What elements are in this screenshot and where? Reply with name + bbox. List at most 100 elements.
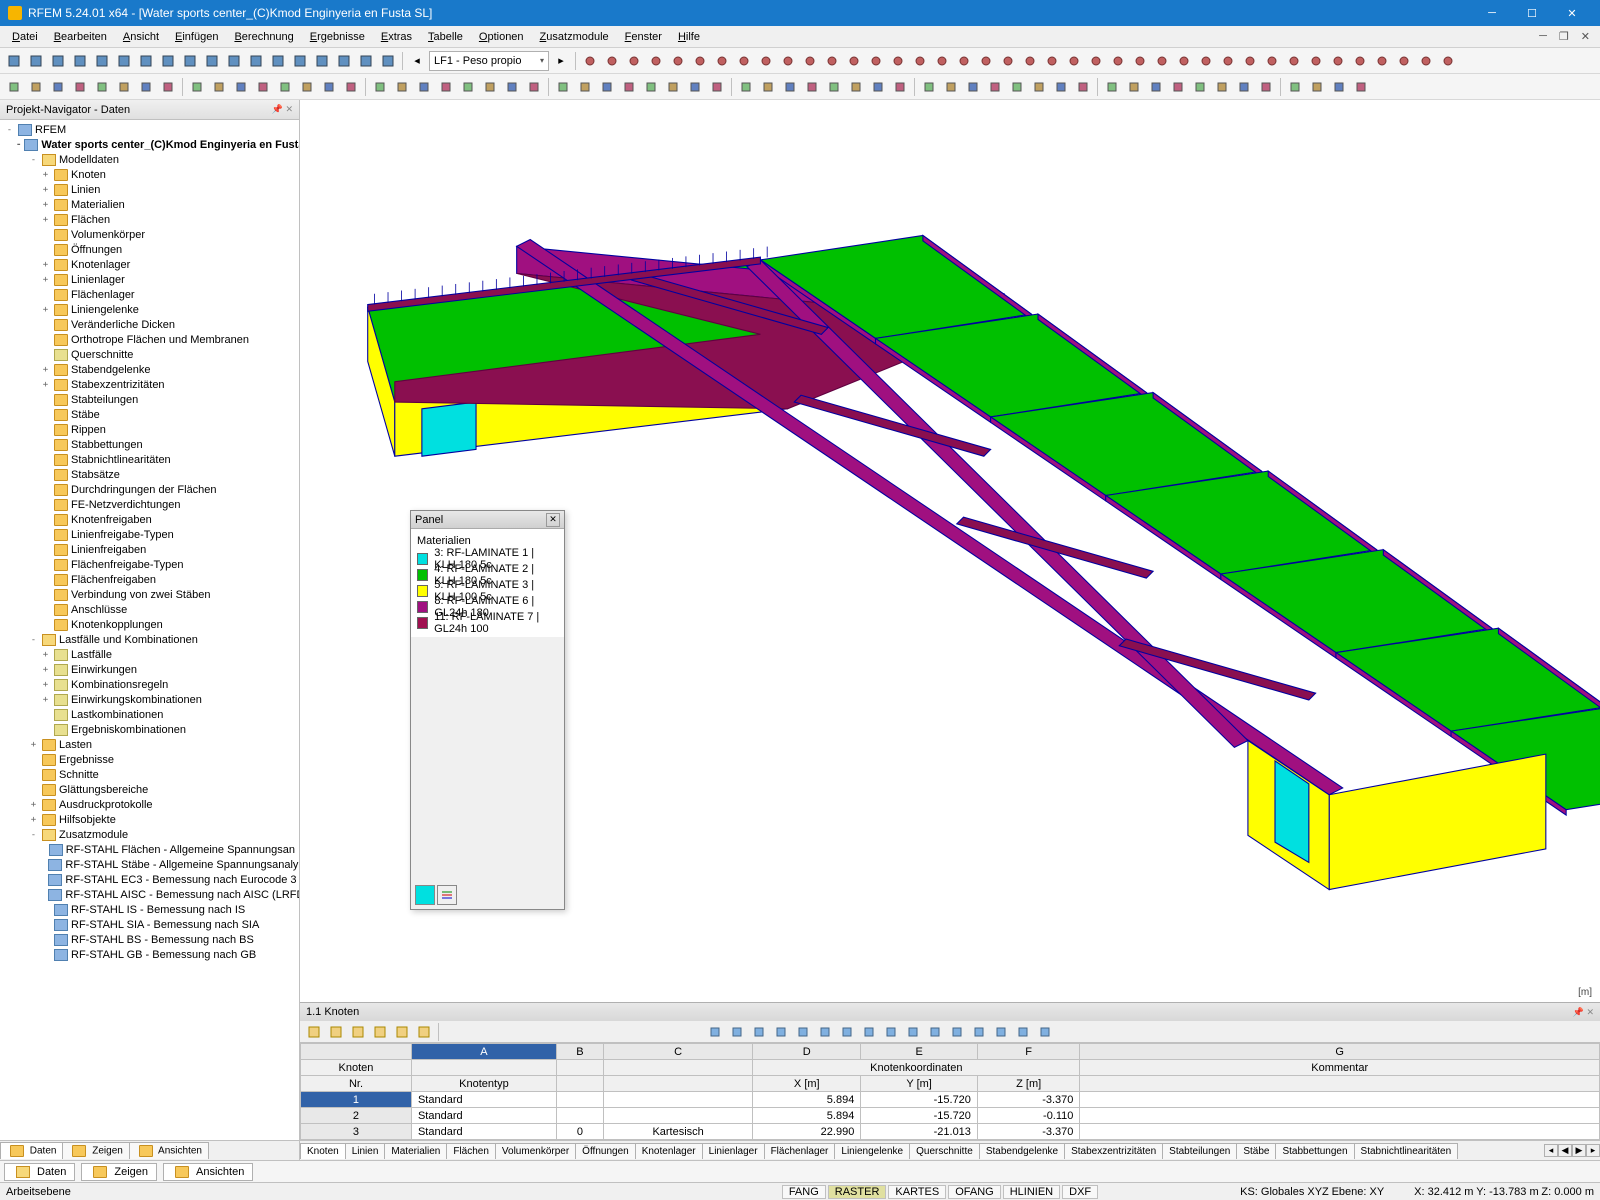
toolbar-button[interactable]: [736, 77, 756, 97]
loadcase-dropdown[interactable]: LF1 - Peso propio: [429, 51, 549, 71]
toolbar-button[interactable]: [1174, 51, 1194, 71]
toolbar-button[interactable]: [4, 51, 24, 71]
tree-root[interactable]: -RFEM: [0, 122, 299, 137]
tree-node[interactable]: + Lastfälle: [0, 647, 299, 662]
materials-panel[interactable]: Panel ✕ Materialien 3: RF-LAMINATE 1 | K…: [410, 510, 565, 910]
toolbar-button[interactable]: [932, 51, 952, 71]
toolbar-button[interactable]: [941, 77, 961, 97]
toolbar-button[interactable]: [48, 51, 68, 71]
toolbar-button[interactable]: [356, 51, 376, 71]
toolbar-button[interactable]: [1256, 77, 1276, 97]
toolbar-button[interactable]: [334, 51, 354, 71]
tree-node[interactable]: + Materialien: [0, 197, 299, 212]
toolbar-button[interactable]: [1190, 77, 1210, 97]
table-tool-button[interactable]: [392, 1022, 412, 1042]
toolbar-button[interactable]: [824, 77, 844, 97]
toolbar-button[interactable]: [1124, 77, 1144, 97]
toolbar-button[interactable]: [92, 77, 112, 97]
table-tool-button[interactable]: [859, 1022, 879, 1042]
nav-tab-ansichten[interactable]: Ansichten: [129, 1142, 209, 1159]
tree-node[interactable]: RF-STAHL SIA - Bemessung nach SIA: [0, 917, 299, 932]
table-tab[interactable]: Flächenlager: [764, 1143, 836, 1159]
tree-node[interactable]: + Kombinationsregeln: [0, 677, 299, 692]
tree-node[interactable]: Flächenlager: [0, 287, 299, 302]
toolbar-button[interactable]: [1307, 77, 1327, 97]
toolbar-button[interactable]: [436, 77, 456, 97]
status-toggle-fang[interactable]: FANG: [782, 1185, 826, 1199]
toolbar-button[interactable]: [1152, 51, 1172, 71]
tree-node[interactable]: Stabbettungen: [0, 437, 299, 452]
toolbar-button[interactable]: [378, 51, 398, 71]
navigator-pin-icon[interactable]: 📌 ✕: [272, 104, 293, 115]
tree-node[interactable]: - Modelldaten: [0, 152, 299, 167]
toolbar-button[interactable]: [800, 51, 820, 71]
toolbar-button[interactable]: [1196, 51, 1216, 71]
table-tab[interactable]: Knotenlager: [635, 1143, 703, 1159]
toolbar-button[interactable]: [619, 77, 639, 97]
toolbar-button[interactable]: [758, 77, 778, 97]
menu-hilfe[interactable]: Hilfe: [670, 29, 708, 45]
tree-node[interactable]: Durchdringungen der Flächen: [0, 482, 299, 497]
tree-node[interactable]: Anschlüsse: [0, 602, 299, 617]
menu-tabelle[interactable]: Tabelle: [420, 29, 471, 45]
toolbar-button[interactable]: [890, 77, 910, 97]
toolbar-button[interactable]: [1212, 77, 1232, 97]
toolbar-button[interactable]: [976, 51, 996, 71]
doc-tab-zeigen[interactable]: Zeigen: [81, 1163, 157, 1181]
tree-node[interactable]: Ergebniskombinationen: [0, 722, 299, 737]
table-row[interactable]: 2 Standard 5.894-15.720-0.110: [301, 1108, 1600, 1124]
panel-tab-icon[interactable]: [437, 885, 457, 905]
table-tab[interactable]: Flächen: [446, 1143, 496, 1159]
table-tool-button[interactable]: [881, 1022, 901, 1042]
table-tool-button[interactable]: [348, 1022, 368, 1042]
table-tool-button[interactable]: [727, 1022, 747, 1042]
toolbar-button[interactable]: [1240, 51, 1260, 71]
table-tab[interactable]: Querschnitte: [909, 1143, 980, 1159]
toolbar-button[interactable]: [553, 77, 573, 97]
toolbar-button[interactable]: [919, 77, 939, 97]
toolbar-button[interactable]: [888, 51, 908, 71]
toolbar-button[interactable]: [392, 77, 412, 97]
toolbar-button[interactable]: [1007, 77, 1027, 97]
table-tab[interactable]: Liniengelenke: [834, 1143, 910, 1159]
toolbar-button[interactable]: [580, 51, 600, 71]
toolbar-button[interactable]: [1029, 77, 1049, 97]
menu-datei[interactable]: Datei: [4, 29, 46, 45]
tree-node[interactable]: + Linien: [0, 182, 299, 197]
tree-project[interactable]: -Water sports center_(C)Kmod Enginyeria …: [0, 137, 299, 152]
toolbar-button[interactable]: [1020, 51, 1040, 71]
table-tab[interactable]: Stabendgelenke: [979, 1143, 1065, 1159]
toolbar-button[interactable]: [641, 77, 661, 97]
toolbar-button[interactable]: [1146, 77, 1166, 97]
toolbar-button[interactable]: [1329, 77, 1349, 97]
toolbar-button[interactable]: [26, 77, 46, 97]
tree-node[interactable]: RF-STAHL GB - Bemessung nach GB: [0, 947, 299, 962]
table-tool-button[interactable]: [969, 1022, 989, 1042]
tree-node[interactable]: Rippen: [0, 422, 299, 437]
toolbar-button[interactable]: [1285, 77, 1305, 97]
toolbar-button[interactable]: [685, 77, 705, 97]
tree-node[interactable]: Lastkombinationen: [0, 707, 299, 722]
nav-tab-zeigen[interactable]: Zeigen: [62, 1142, 129, 1159]
tree-node[interactable]: RF-STAHL Stäbe - Allgemeine Spannungsana…: [0, 857, 299, 872]
navigator-tree[interactable]: -RFEM-Water sports center_(C)Kmod Enginy…: [0, 120, 299, 1140]
toolbar-button[interactable]: [70, 77, 90, 97]
toolbar-button[interactable]: [802, 77, 822, 97]
toolbar-button[interactable]: [246, 51, 266, 71]
toolbar-button[interactable]: [1102, 77, 1122, 97]
tree-node[interactable]: Knotenfreigaben: [0, 512, 299, 527]
doc-tab-daten[interactable]: Daten: [4, 1163, 75, 1181]
tree-node[interactable]: RF-STAHL Flächen - Allgemeine Spannungsa…: [0, 842, 299, 857]
toolbar-button[interactable]: [1328, 51, 1348, 71]
toolbar-button[interactable]: [158, 77, 178, 97]
toolbar-button[interactable]: [690, 51, 710, 71]
table-tool-button[interactable]: [1013, 1022, 1033, 1042]
toolbar-button[interactable]: [1234, 77, 1254, 97]
tree-node[interactable]: Ergebnisse: [0, 752, 299, 767]
toolbar-button[interactable]: [1042, 51, 1062, 71]
toolbar-button[interactable]: [1416, 51, 1436, 71]
toolbar-button[interactable]: [275, 77, 295, 97]
tree-node[interactable]: + Einwirkungen: [0, 662, 299, 677]
menu-berechnung[interactable]: Berechnung: [226, 29, 301, 45]
toolbar-button[interactable]: [602, 51, 622, 71]
